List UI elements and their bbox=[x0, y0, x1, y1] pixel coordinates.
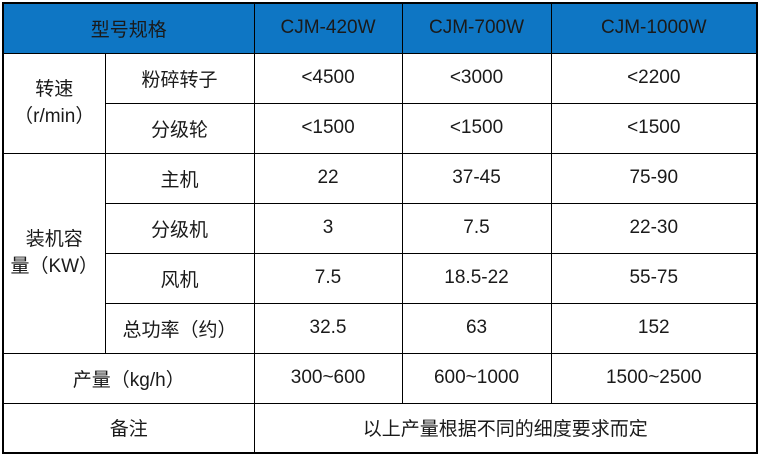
group-label-speed-line1: 转速 bbox=[35, 79, 74, 100]
table-row-main-machine: 装机容 量（KW） 主机 22 37-45 75-90 bbox=[2, 152, 758, 354]
value-cell: 37-45 bbox=[401, 152, 552, 204]
row-label-cell: 主机 bbox=[104, 152, 255, 204]
row-label-cell: 风机 bbox=[104, 252, 255, 304]
value-cell: 63 bbox=[401, 302, 552, 354]
value-cell: 3 bbox=[253, 202, 403, 254]
group-cell-installed-power: 装机容 量（KW） bbox=[2, 152, 106, 354]
model-header-cell-700w: CJM-700W bbox=[401, 2, 552, 54]
table-row-classifier-wheel: 分级轮 <1500 <1500 <1500 bbox=[3, 102, 758, 154]
value-cell: 22-30 bbox=[550, 202, 758, 254]
remark-label-cell: 备注 bbox=[2, 402, 255, 454]
group-cell-speed: 转速 （r/min） bbox=[2, 52, 106, 154]
value-cell: 600~1000 bbox=[401, 352, 552, 404]
row-label-cell: 分级轮 bbox=[104, 102, 255, 154]
value-cell: <3000 bbox=[401, 52, 552, 104]
value-cell: <2200 bbox=[550, 52, 758, 104]
value-cell: <1500 bbox=[401, 102, 552, 154]
value-cell: <1500 bbox=[253, 102, 403, 154]
spec-table: 型号规格 CJM-420W CJM-700W CJM-1000W 转速 （r/m… bbox=[2, 2, 759, 454]
value-cell: <4500 bbox=[253, 52, 403, 104]
table-row-classifier: 分级机 3 7.5 22-30 bbox=[3, 202, 758, 254]
value-cell: 18.5-22 bbox=[401, 252, 552, 304]
value-cell: 300~600 bbox=[253, 352, 403, 404]
value-cell: 7.5 bbox=[253, 252, 403, 304]
value-cell: 55-75 bbox=[550, 252, 758, 304]
value-cell: <1500 bbox=[550, 102, 758, 154]
model-header-cell-1000w: CJM-1000W bbox=[550, 2, 758, 54]
value-cell: 7.5 bbox=[401, 202, 552, 254]
group-label-speed-line2: （r/min） bbox=[14, 106, 95, 127]
spec-header-cell: 型号规格 bbox=[2, 2, 255, 54]
capacity-label-cell: 产量（kg/h） bbox=[2, 352, 255, 404]
value-cell: 152 bbox=[550, 302, 758, 354]
model-header-cell-420w: CJM-420W bbox=[253, 2, 403, 54]
remark-note-cell: 以上产量根据不同的细度要求而定 bbox=[253, 402, 758, 454]
value-cell: 75-90 bbox=[550, 152, 758, 204]
table-row-remark: 备注 以上产量根据不同的细度要求而定 bbox=[2, 402, 758, 454]
value-cell: 22 bbox=[253, 152, 403, 204]
group-label-power-line1: 装机容 bbox=[25, 229, 83, 250]
table-row-capacity: 产量（kg/h） 300~600 600~1000 1500~2500 bbox=[2, 352, 758, 404]
group-label-power-line2: 量（KW） bbox=[10, 256, 99, 277]
table-row-fan: 风机 7.5 18.5-22 55-75 bbox=[3, 252, 758, 304]
table-row-total-power: 总功率（约） 32.5 63 152 bbox=[3, 302, 758, 354]
table-row-crusher-rotor: 转速 （r/min） 粉碎转子 <4500 <3000 <2200 bbox=[2, 52, 758, 154]
row-label-cell: 粉碎转子 bbox=[104, 52, 255, 104]
row-label-cell: 总功率（约） bbox=[104, 302, 255, 354]
header-row: 型号规格 CJM-420W CJM-700W CJM-1000W bbox=[2, 2, 758, 54]
value-cell: 1500~2500 bbox=[550, 352, 758, 404]
value-cell: 32.5 bbox=[253, 302, 403, 354]
row-label-cell: 分级机 bbox=[104, 202, 255, 254]
